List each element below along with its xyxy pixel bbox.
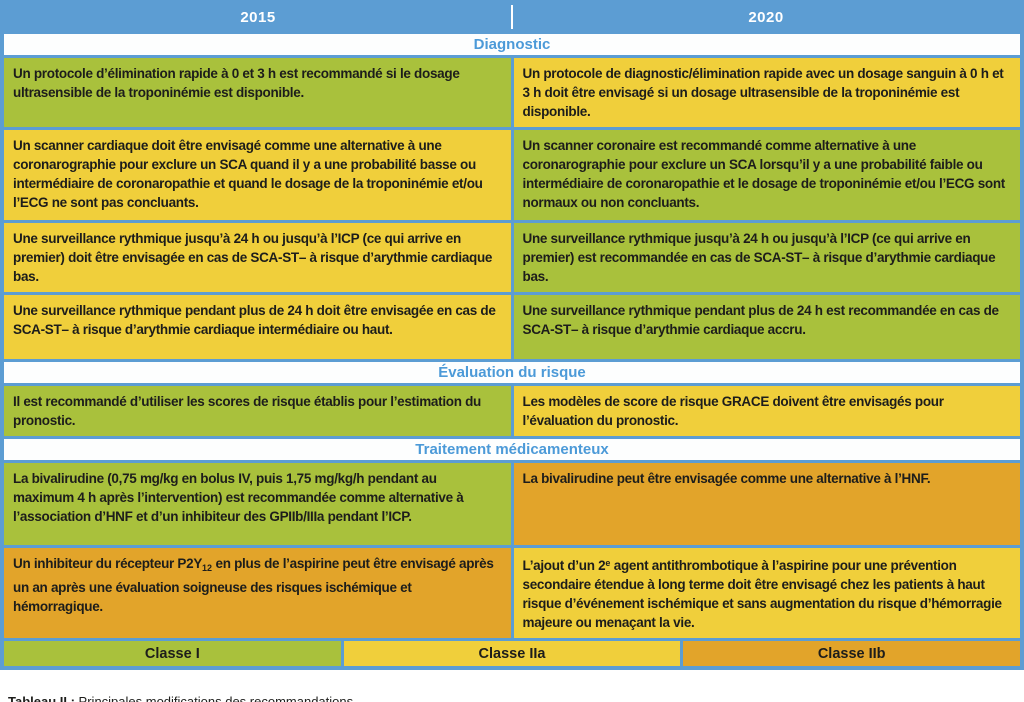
legend-classe-I: Classe I <box>4 641 341 666</box>
cell-2020-scanner: Un scanner coronaire est recommandé comm… <box>513 130 1020 220</box>
cell-2015-surveillance-plus24h: Une surveillance rythmique pendant plus … <box>4 295 511 359</box>
section-title-diagnostic: Diagnostic <box>4 34 1020 55</box>
cell-2015-protocole: Un protocole d’élimination rapide à 0 et… <box>4 58 511 127</box>
caption-label: Tableau II : <box>8 694 75 702</box>
section-title-evaluation-risque: Évaluation du risque <box>4 362 1020 383</box>
superscript-e: e <box>605 558 611 568</box>
cell-2015-scores-risque: Il est recommandé d’utiliser les scores … <box>4 386 511 436</box>
table-row: La bivalirudine (0,75 mg/kg en bolus IV,… <box>4 463 1020 545</box>
caption-text: Principales modifications des recommanda… <box>74 694 357 702</box>
subscript-12: 12 <box>202 563 213 573</box>
cell-text: en plus de l’aspirine peut être envisagé… <box>13 556 494 614</box>
section-title-traitement: Traitement médicamenteux <box>4 439 1020 460</box>
table-row: Un protocole d’élimination rapide à 0 et… <box>4 58 1020 127</box>
cell-text: L’ajout d’un 2 <box>522 558 606 573</box>
cell-2020-surveillance-plus24h: Une surveillance rythmique pendant plus … <box>513 295 1020 359</box>
table-row: Une surveillance rythmique jusqu’à 24 h … <box>4 223 1020 292</box>
cell-2020-agent-antithrombotique: L’ajout d’un 2e agent antithrombotique à… <box>513 548 1020 638</box>
cell-2015-inhibiteur-p2y12: Un inhibiteur du récepteur P2Y12 en plus… <box>4 548 511 638</box>
column-header-2015: 2015 <box>240 9 276 26</box>
cell-2020-scores-risque: Les modèles de score de risque GRACE doi… <box>513 386 1020 436</box>
column-header-row: 2015 2020 <box>4 4 1020 31</box>
recommendations-table: 2015 2020 Diagnostic Un protocole d’élim… <box>0 0 1024 670</box>
table-row: Un scanner cardiaque doit être envisagé … <box>4 130 1020 220</box>
cell-2015-bivalirudine: La bivalirudine (0,75 mg/kg en bolus IV,… <box>4 463 511 545</box>
column-divider <box>511 5 513 29</box>
table-row: Un inhibiteur du récepteur P2Y12 en plus… <box>4 548 1020 638</box>
legend-classe-IIb: Classe IIb <box>683 641 1021 666</box>
column-header-2020: 2020 <box>748 9 784 26</box>
cell-2020-protocole: Un protocole de diagnostic/élimination r… <box>513 58 1020 127</box>
cell-2020-surveillance-24h: Une surveillance rythmique jusqu’à 24 h … <box>513 223 1020 292</box>
cell-2015-surveillance-24h: Une surveillance rythmique jusqu’à 24 h … <box>4 223 511 292</box>
legend-row: Classe I Classe IIa Classe IIb <box>4 641 1021 666</box>
cell-2015-scanner: Un scanner cardiaque doit être envisagé … <box>4 130 511 220</box>
table-row: Une surveillance rythmique pendant plus … <box>4 295 1020 359</box>
cell-text: Un inhibiteur du récepteur P2Y <box>13 556 203 571</box>
table-caption: Tableau II : Principales modifications d… <box>0 670 1024 702</box>
cell-text: agent antithrombotique à l’aspirine pour… <box>522 558 1003 630</box>
cell-2020-bivalirudine: La bivalirudine peut être envisagée comm… <box>513 463 1020 545</box>
legend-classe-IIa: Classe IIa <box>343 641 681 666</box>
table-row: Il est recommandé d’utiliser les scores … <box>4 386 1020 436</box>
